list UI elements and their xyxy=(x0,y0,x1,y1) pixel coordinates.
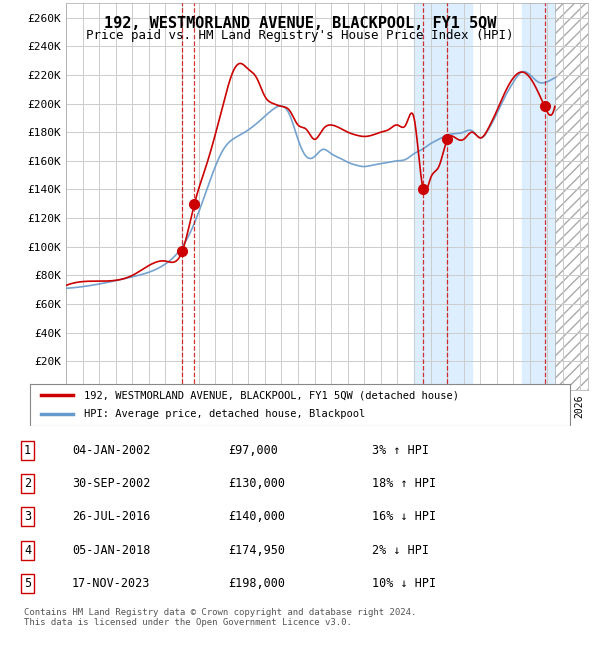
Text: 18% ↑ HPI: 18% ↑ HPI xyxy=(372,477,436,490)
Text: 3% ↑ HPI: 3% ↑ HPI xyxy=(372,444,429,457)
Text: 3: 3 xyxy=(24,510,31,523)
Text: 04-JAN-2002: 04-JAN-2002 xyxy=(72,444,151,457)
Text: Contains HM Land Registry data © Crown copyright and database right 2024.
This d: Contains HM Land Registry data © Crown c… xyxy=(24,608,416,627)
Text: 05-JAN-2018: 05-JAN-2018 xyxy=(72,543,151,556)
Text: 192, WESTMORLAND AVENUE, BLACKPOOL, FY1 5QW: 192, WESTMORLAND AVENUE, BLACKPOOL, FY1 … xyxy=(104,16,496,31)
Bar xyxy=(555,3,588,390)
Text: 30-SEP-2002: 30-SEP-2002 xyxy=(72,477,151,490)
Text: £140,000: £140,000 xyxy=(228,510,285,523)
Text: 26-JUL-2016: 26-JUL-2016 xyxy=(72,510,151,523)
Text: 2: 2 xyxy=(24,477,31,490)
Text: HPI: Average price, detached house, Blackpool: HPI: Average price, detached house, Blac… xyxy=(84,409,365,419)
Text: 10% ↓ HPI: 10% ↓ HPI xyxy=(372,577,436,590)
Text: Price paid vs. HM Land Registry's House Price Index (HPI): Price paid vs. HM Land Registry's House … xyxy=(86,29,514,42)
Text: £174,950: £174,950 xyxy=(228,543,285,556)
Text: £130,000: £130,000 xyxy=(228,477,285,490)
Text: 1: 1 xyxy=(24,444,31,457)
Text: 5: 5 xyxy=(24,577,31,590)
Bar xyxy=(414,3,472,390)
Text: 17-NOV-2023: 17-NOV-2023 xyxy=(72,577,151,590)
Bar xyxy=(555,3,588,390)
Text: £97,000: £97,000 xyxy=(228,444,278,457)
Text: 4: 4 xyxy=(24,543,31,556)
Text: £198,000: £198,000 xyxy=(228,577,285,590)
Text: 2% ↓ HPI: 2% ↓ HPI xyxy=(372,543,429,556)
Text: 16% ↓ HPI: 16% ↓ HPI xyxy=(372,510,436,523)
Text: 192, WESTMORLAND AVENUE, BLACKPOOL, FY1 5QW (detached house): 192, WESTMORLAND AVENUE, BLACKPOOL, FY1 … xyxy=(84,391,459,400)
Bar xyxy=(522,3,588,390)
